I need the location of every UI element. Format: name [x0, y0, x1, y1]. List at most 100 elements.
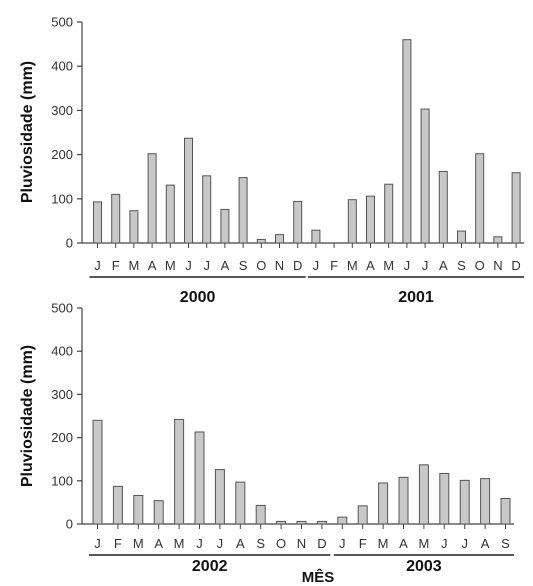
y-tick-label: 300 — [51, 103, 73, 118]
x-tick-label: D — [293, 258, 302, 273]
x-tick-label: M — [378, 536, 389, 551]
x-tick-label: O — [475, 258, 485, 273]
bar — [420, 108, 430, 244]
x-tick-label: J — [196, 536, 203, 551]
x-tick-label: S — [239, 258, 248, 273]
x-tick-label: M — [174, 536, 185, 551]
y-tick-label: 200 — [51, 147, 73, 162]
x-tick-label: A — [154, 536, 163, 551]
y-tick-label: 100 — [51, 191, 73, 206]
year-label: 2003 — [406, 558, 442, 575]
bar — [92, 419, 103, 525]
year-label: 2002 — [192, 558, 228, 575]
y-tick-label: 400 — [51, 344, 73, 359]
bar — [316, 520, 327, 525]
x-tick-label: J — [461, 536, 468, 551]
y-tick-group: 0 100 200 300 400 500 — [51, 15, 82, 251]
x-tick-label: M — [347, 258, 358, 273]
x-tick-label: A — [366, 258, 375, 273]
bar — [347, 199, 357, 244]
x-tick-label: A — [439, 258, 448, 273]
x-tick-label: F — [114, 536, 122, 551]
bar — [378, 482, 389, 525]
bar — [112, 485, 123, 525]
bar — [129, 210, 139, 244]
x-tick-label: J — [203, 258, 210, 273]
bar — [480, 478, 491, 525]
year-group: 2000 2001 — [89, 276, 525, 306]
bar — [402, 39, 412, 244]
bar — [293, 200, 303, 244]
bar — [220, 208, 230, 244]
x-tick-label: S — [501, 536, 510, 551]
bar — [256, 238, 266, 244]
bar — [202, 175, 212, 244]
x-tick-label: J — [94, 258, 101, 273]
bar — [384, 183, 394, 244]
x-tick-label: A — [148, 258, 157, 273]
x-tick-label: D — [317, 536, 326, 551]
bar — [214, 469, 225, 525]
bar — [111, 193, 121, 244]
x-tick-label: M — [165, 258, 176, 273]
bar — [475, 153, 485, 244]
x-tick-label: N — [297, 536, 306, 551]
x-tick-label: N — [493, 258, 502, 273]
x-tick-label: M — [128, 258, 139, 273]
y-axis-label: Pluviosidade (mm) — [19, 61, 36, 203]
bar — [296, 520, 307, 525]
bar — [457, 230, 466, 244]
y-tick-label: 500 — [51, 301, 73, 316]
x-tick-label: J — [94, 536, 101, 551]
year-label: 2000 — [180, 289, 216, 306]
bar — [337, 516, 348, 525]
x-tick-label: S — [457, 258, 466, 273]
x-tick-label: F — [330, 258, 338, 273]
bar — [147, 153, 157, 244]
bar — [255, 504, 266, 525]
x-tick-label: N — [275, 258, 284, 273]
y-tick-label: 500 — [51, 15, 73, 30]
y-tick-label: 400 — [51, 59, 73, 74]
x-tick-label: A — [236, 536, 245, 551]
x-tick-label: F — [359, 536, 367, 551]
y-tick-label: 100 — [51, 473, 73, 488]
bar — [459, 479, 470, 525]
bar — [275, 234, 284, 244]
y-tick-label: 0 — [66, 517, 73, 532]
bar — [174, 418, 185, 525]
x-tick-label: A — [399, 536, 408, 551]
bar — [194, 431, 205, 525]
bar — [133, 494, 144, 525]
y-tick-group: 0 100 200 300 400 500 — [51, 301, 82, 532]
x-axis-label: MÊS — [302, 568, 335, 586]
x-tick-label: J — [217, 536, 224, 551]
bar — [511, 172, 521, 244]
bar — [357, 505, 368, 525]
x-tick-label: O — [256, 258, 266, 273]
bar-group — [93, 39, 521, 248]
x-tick-label: S — [256, 536, 265, 551]
y-tick-label: 200 — [51, 430, 73, 445]
bar — [366, 195, 375, 244]
y-tick-label: 300 — [51, 387, 73, 402]
bar — [418, 464, 429, 525]
x-tick-label: M — [418, 536, 429, 551]
year-label: 2001 — [398, 289, 434, 306]
x-tick-label: J — [339, 536, 346, 551]
bar — [493, 236, 503, 244]
bar — [438, 170, 448, 244]
x-tick-label: F — [112, 258, 120, 273]
bar — [398, 476, 409, 525]
x-tick-label: A — [481, 536, 490, 551]
x-tick-label: M — [133, 536, 144, 551]
bar — [165, 184, 175, 244]
x-tick-label: O — [276, 536, 286, 551]
bar-group — [92, 418, 511, 529]
bar — [238, 177, 248, 244]
x-tick-label: J — [441, 536, 448, 551]
y-tick-label: 0 — [66, 236, 73, 251]
